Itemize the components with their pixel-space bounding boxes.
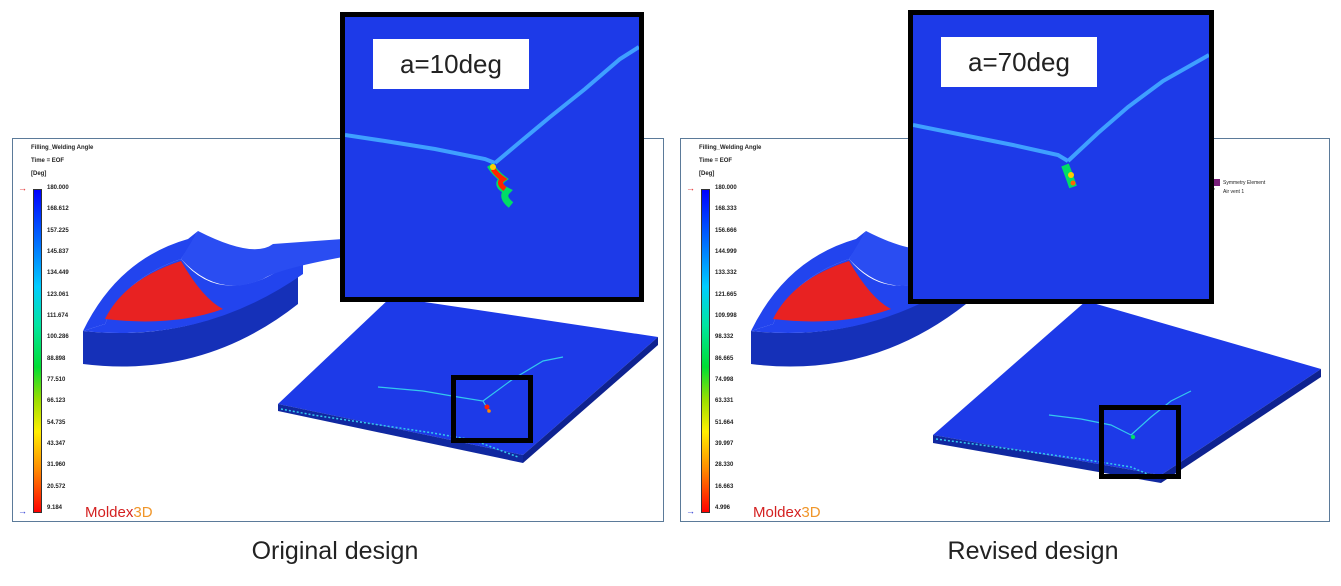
right-color-scale (701, 189, 710, 513)
left-scale-tick: 123.061 (47, 291, 69, 298)
right-result-title: Filling_Welding Angle (699, 145, 762, 151)
left-min-arrow-icon: → (18, 506, 27, 516)
right-legend: Symmetry Element ∕ Air vent 1 (1213, 179, 1265, 195)
left-color-scale (33, 189, 42, 513)
right-scale-tick: 109.998 (715, 313, 737, 319)
left-scale-tick: 20.572 (47, 483, 66, 490)
left-unit-label: [Deg] (31, 171, 47, 177)
right-scale-tick: 98.332 (715, 334, 734, 341)
legend-air-vent: ∕ Air vent 1 (1213, 188, 1265, 195)
right-scale-tick: 74.998 (715, 377, 734, 383)
left-time-label: Time = EOF (31, 158, 65, 164)
right-scale-tick: 156.666 (715, 227, 737, 234)
left-scale-tick: 100.286 (47, 334, 69, 341)
left-caption: Original design (251, 537, 419, 565)
right-min-arrow-icon: → (686, 506, 695, 516)
right-angle-label: a=70deg (941, 37, 1097, 87)
left-runner-part (83, 231, 343, 367)
right-scale-tick: 168.333 (715, 206, 737, 213)
legend-label-symmetry: Symmetry Element (1223, 179, 1266, 186)
right-scale-tick: 4.996 (715, 505, 731, 511)
left-scale-tick: 9.184 (47, 505, 63, 511)
left-zoom-region (451, 375, 533, 443)
right-scale-tick: 121.665 (715, 291, 737, 298)
right-model-view (751, 231, 1321, 483)
left-moldex-logo: Moldex3D (85, 504, 153, 521)
air-vent-marker-icon: ∕ (1213, 188, 1220, 195)
right-scale-tick: 16.663 (715, 483, 734, 490)
right-moldex-logo: Moldex3D (753, 504, 821, 521)
left-scale-tick: 157.225 (47, 227, 69, 234)
left-scale-tick: 43.347 (47, 441, 66, 447)
right-scale-tick: 28.330 (715, 462, 734, 469)
right-scale-tick: 180.000 (715, 185, 737, 191)
right-zoom-region (1099, 405, 1181, 479)
right-scale-tick: 39.997 (715, 441, 734, 447)
right-max-arrow-icon: → (686, 183, 695, 193)
right-scale-tick: 144.999 (715, 249, 737, 255)
right-zoom-inset: a=70deg (908, 10, 1214, 304)
left-scale-tick: 66.123 (47, 398, 66, 405)
symmetry-swatch-icon (1213, 179, 1220, 186)
left-scale-tick: 77.510 (47, 377, 66, 383)
right-scale-tick: 133.332 (715, 270, 737, 277)
left-scale-tick: 111.674 (47, 313, 69, 319)
left-max-arrow-icon: → (18, 183, 27, 193)
left-scale-tick: 54.735 (47, 419, 66, 426)
right-unit-label: [Deg] (699, 171, 715, 177)
left-zoom-inset: a=10deg (340, 12, 644, 302)
left-scale-tick: 180.000 (47, 185, 69, 191)
left-scale-tick: 145.837 (47, 249, 69, 255)
left-scale-tick: 134.449 (47, 270, 69, 277)
right-scale-tick: 51.664 (715, 419, 734, 426)
right-scale-tick: 86.665 (715, 355, 734, 362)
left-scale-tick: 88.898 (47, 355, 66, 362)
legend-symmetry-element: Symmetry Element (1213, 179, 1265, 186)
legend-label-air-vent: Air vent 1 (1223, 188, 1245, 195)
left-angle-label: a=10deg (373, 39, 529, 89)
right-plate-part (933, 301, 1321, 483)
left-scale-tick: 168.612 (47, 206, 69, 213)
left-result-title: Filling_Welding Angle (31, 145, 94, 151)
right-caption: Revised design (947, 537, 1119, 565)
left-scale-tick: 31.960 (47, 462, 66, 469)
right-time-label: Time = EOF (699, 158, 733, 164)
right-scale-tick: 63.331 (715, 398, 734, 405)
